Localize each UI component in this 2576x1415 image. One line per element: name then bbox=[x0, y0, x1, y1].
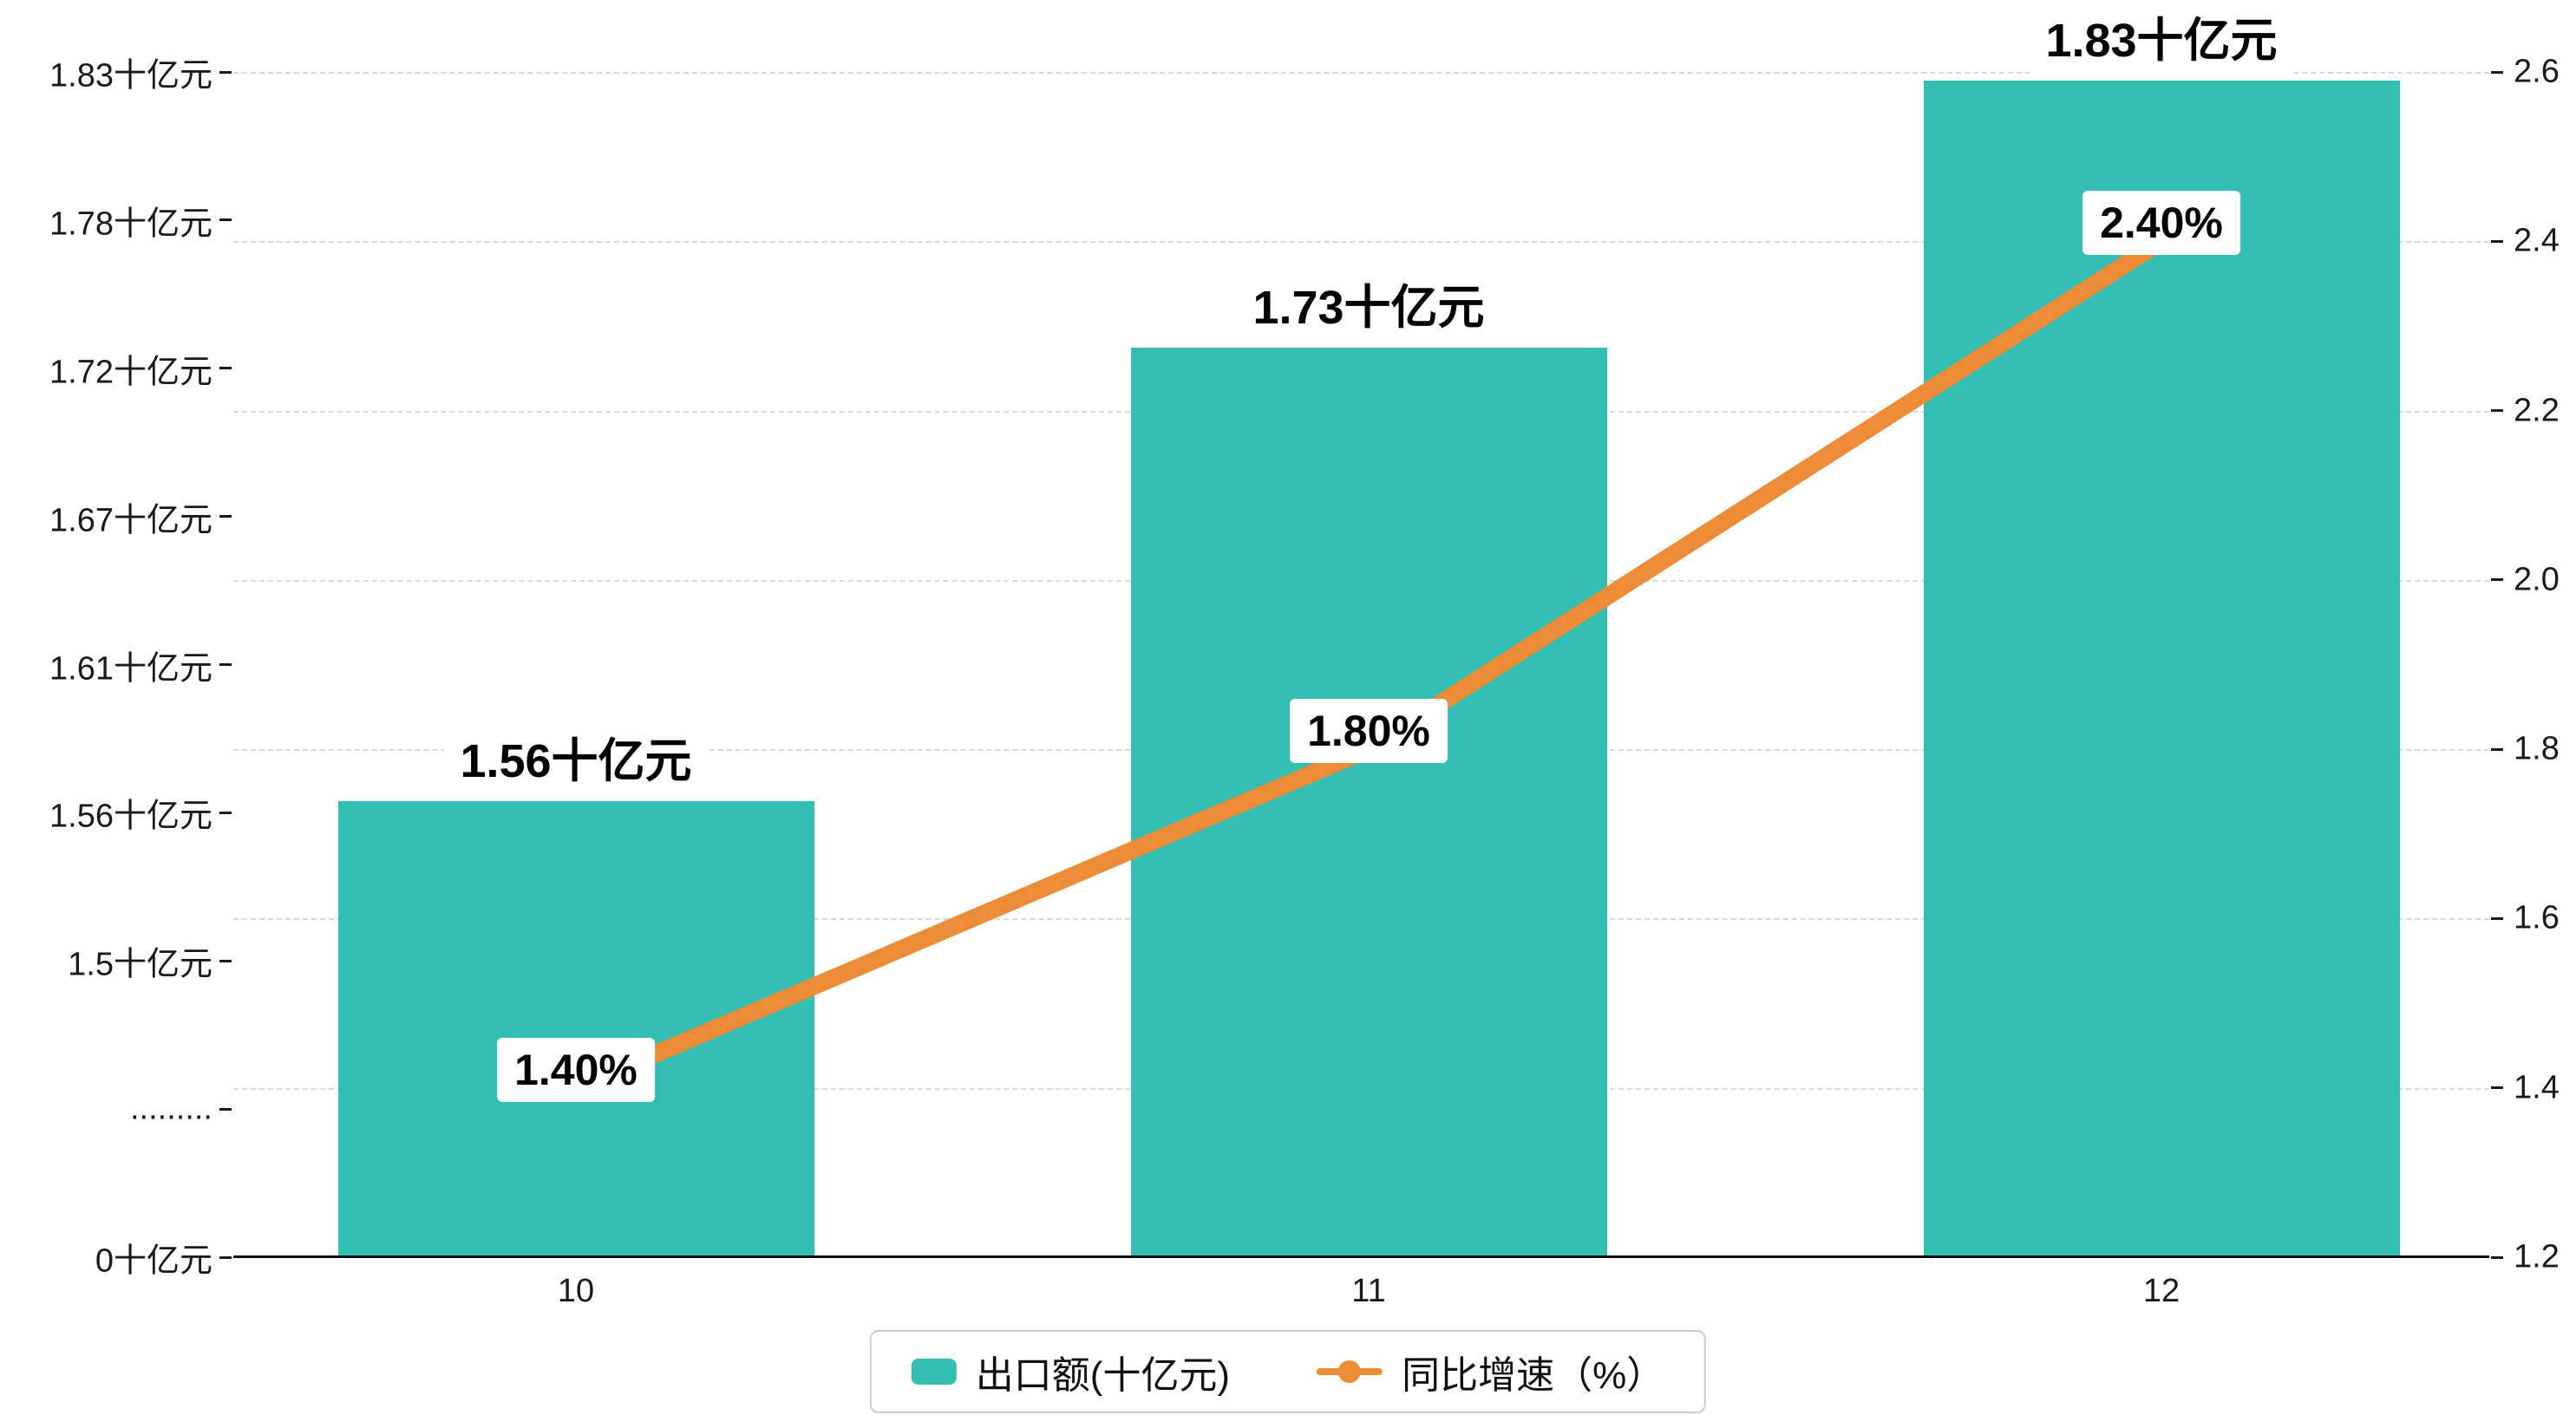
legend-item-exports[interactable]: 出口额(十亿元) bbox=[911, 1344, 1231, 1399]
x-axis-label: 11 bbox=[1351, 1273, 1386, 1309]
growth-value-label: 2.40% bbox=[2082, 191, 2240, 256]
right-axis-tick bbox=[2491, 1255, 2503, 1259]
left-axis-tick bbox=[219, 663, 232, 666]
right-axis-tick bbox=[2491, 70, 2503, 74]
growth-value-label: 1.80% bbox=[1290, 699, 1448, 764]
right-axis-tick bbox=[2491, 747, 2503, 751]
right-axis-tick-label: 1.6 bbox=[2514, 899, 2560, 936]
right-axis-tick bbox=[2491, 239, 2503, 243]
x-axis-label: 10 bbox=[557, 1273, 595, 1309]
right-axis-tick-label: 2.0 bbox=[2514, 561, 2560, 598]
gridline bbox=[233, 241, 2489, 244]
left-axis-tick-label: 1.5十亿元 bbox=[68, 946, 212, 983]
export-bar bbox=[1923, 81, 2400, 1257]
right-axis-tick bbox=[2491, 578, 2503, 582]
right-axis-tick-label: 2.4 bbox=[2514, 222, 2560, 259]
left-axis-tick bbox=[219, 218, 232, 222]
right-axis-tick-label: 2.6 bbox=[2514, 53, 2560, 90]
legend-item-growth[interactable]: 同比增速（%） bbox=[1317, 1344, 1664, 1399]
left-axis-tick-label: ......... bbox=[129, 1090, 212, 1127]
left-axis-tick-label: 1.61十亿元 bbox=[49, 650, 212, 687]
right-axis-tick bbox=[2491, 916, 2503, 920]
bar-value-label: 1.56十亿元 bbox=[444, 714, 708, 798]
gridline bbox=[233, 72, 2489, 74]
left-axis-tick bbox=[219, 959, 232, 962]
growth-line bbox=[567, 232, 2170, 1097]
legend: 出口额(十亿元) 同比增速（%） bbox=[869, 1330, 1707, 1413]
left-axis-tick bbox=[219, 1107, 232, 1111]
x-axis-line bbox=[233, 1255, 2489, 1258]
x-axis-label: 12 bbox=[2142, 1273, 2180, 1309]
left-axis-tick-label: 1.72十亿元 bbox=[49, 354, 212, 391]
left-axis-tick bbox=[219, 811, 232, 814]
bar-value-label: 1.73十亿元 bbox=[1237, 261, 1500, 344]
right-axis-tick bbox=[2491, 1086, 2503, 1090]
left-axis-tick-label: 1.78十亿元 bbox=[49, 205, 212, 243]
right-axis-tick-label: 2.2 bbox=[2514, 392, 2560, 429]
right-axis-tick bbox=[2491, 409, 2503, 413]
line-series-dot-icon bbox=[1338, 1360, 1362, 1383]
right-axis-tick-label: 1.4 bbox=[2514, 1069, 2560, 1106]
legend-label-exports: 出口额(十亿元) bbox=[975, 1354, 1231, 1397]
left-axis-tick-label: 1.56十亿元 bbox=[49, 798, 212, 835]
export-bar bbox=[1130, 347, 1607, 1257]
left-axis-tick bbox=[219, 515, 232, 518]
bar-series-swatch-icon bbox=[911, 1359, 957, 1385]
left-axis-tick-label: 1.83十亿元 bbox=[49, 57, 212, 95]
left-axis-tick bbox=[219, 367, 232, 370]
right-axis-tick-label: 1.2 bbox=[2514, 1238, 2560, 1275]
left-axis-tick bbox=[219, 70, 232, 74]
line-series-icon bbox=[1317, 1359, 1383, 1385]
left-axis-tick-label: 0十亿元 bbox=[95, 1242, 212, 1280]
left-axis-tick bbox=[219, 1255, 232, 1259]
growth-value-label: 1.40% bbox=[497, 1037, 655, 1102]
left-axis-tick-label: 1.67十亿元 bbox=[49, 502, 212, 539]
legend-label-growth: 同比增速（%） bbox=[1402, 1354, 1665, 1397]
bar-value-label: 1.83十亿元 bbox=[2030, 0, 2293, 78]
right-axis-tick-label: 1.8 bbox=[2514, 730, 2560, 767]
